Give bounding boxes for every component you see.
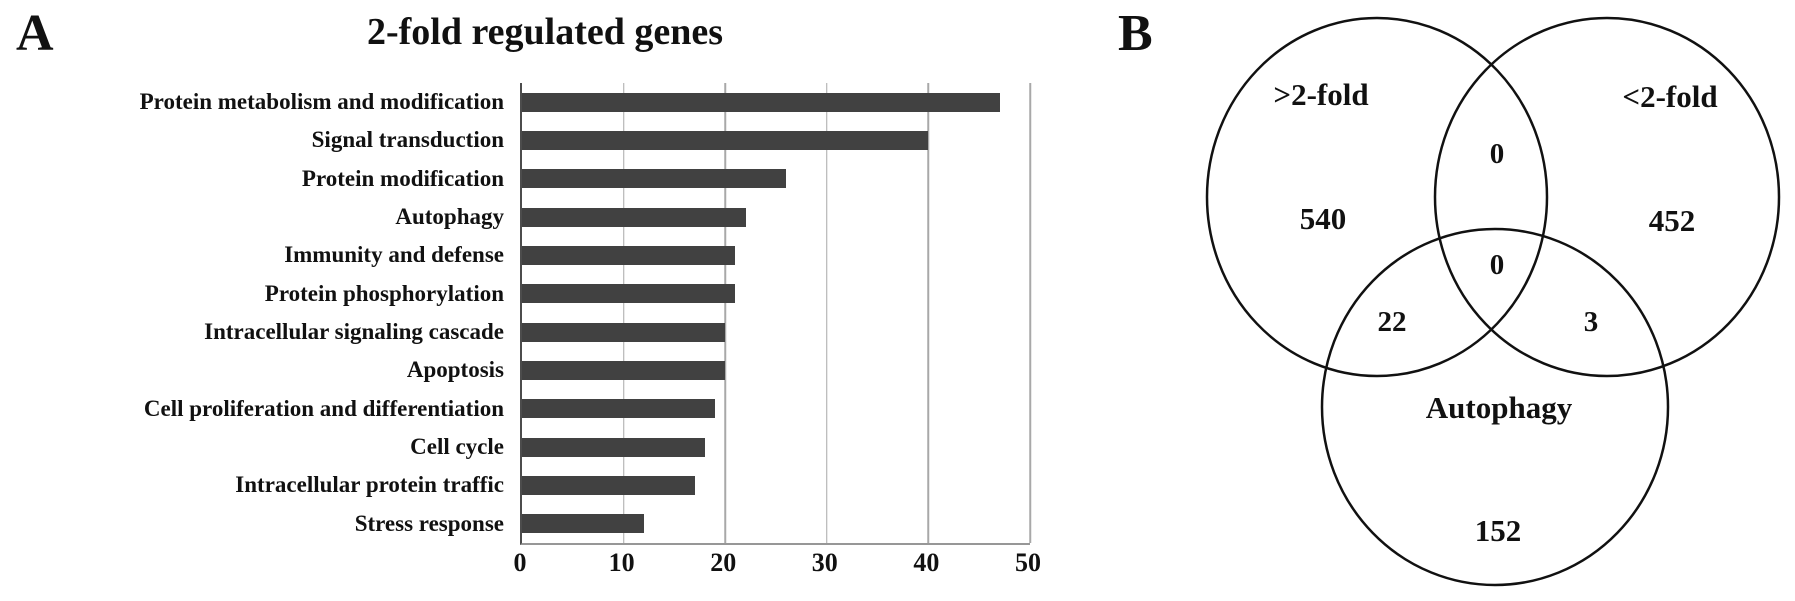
category-label: Intracellular signaling cascade xyxy=(204,319,504,345)
gridline xyxy=(826,83,828,543)
gridline xyxy=(927,83,930,543)
bar xyxy=(522,207,746,227)
venn-count-gt2-autophagy: 22 xyxy=(1378,306,1407,338)
category-labels: Protein metabolism and modification Signa… xyxy=(0,83,508,543)
bar xyxy=(522,437,705,457)
venn-count-autophagy-only: 152 xyxy=(1475,513,1522,548)
x-axis-tick-label: 50 xyxy=(1015,548,1041,577)
category-label: Immunity and defense xyxy=(284,242,504,268)
x-axis-tick-label: 0 xyxy=(513,548,527,577)
category-label: Apoptosis xyxy=(406,357,504,383)
category-label: Autophagy xyxy=(395,204,504,230)
bar xyxy=(522,246,736,265)
bar xyxy=(522,284,736,304)
venn-diagram: >2-fold <2-fold Autophagy 540 452 152 0 … xyxy=(1205,16,1781,587)
category-label: Stress response xyxy=(354,510,504,536)
x-axis: 0 10 20 30 40 50 xyxy=(514,548,1042,580)
panel-a-label: A xyxy=(16,5,54,62)
chart-title: 2-fold regulated genes xyxy=(366,11,724,53)
venn-count-gt2fold-only: 540 xyxy=(1300,201,1347,236)
x-axis-tick-label: 10 xyxy=(608,548,635,577)
bar xyxy=(522,361,726,380)
bar xyxy=(522,169,787,189)
bar xyxy=(522,514,644,534)
category-label: Cell cycle xyxy=(410,434,504,460)
category-label: Intracellular protein traffic xyxy=(235,472,504,498)
venn-count-lt2-autophagy: 3 xyxy=(1584,306,1599,338)
venn-label-lt2fold: <2-fold xyxy=(1622,79,1717,114)
category-label: Cell proliferation and differentiation xyxy=(143,395,504,421)
venn-count-triple: 0 xyxy=(1490,249,1505,281)
venn-label-autophagy: Autophagy xyxy=(1426,390,1573,425)
bar xyxy=(522,399,716,419)
panel-b-label: B xyxy=(1118,5,1153,62)
category-label: Signal transduction xyxy=(311,127,504,153)
venn-circle-gt2fold xyxy=(1205,16,1549,378)
venn-label-gt2fold: >2-fold xyxy=(1273,77,1368,112)
x-axis-tick-label: 20 xyxy=(710,548,737,577)
venn-count-gt2-lt2: 0 xyxy=(1490,138,1505,170)
venn-circle-lt2fold xyxy=(1433,16,1781,378)
venn-count-lt2fold-only: 452 xyxy=(1649,203,1696,238)
category-label: Protein metabolism and modification xyxy=(139,89,504,115)
category-label: Protein phosphorylation xyxy=(264,280,504,306)
bar xyxy=(522,131,929,150)
gridline xyxy=(1029,83,1031,543)
x-axis-tick-label: 40 xyxy=(913,548,940,577)
bar xyxy=(522,322,726,342)
bar xyxy=(522,476,695,495)
x-axis-tick-label: 30 xyxy=(811,548,838,577)
bar xyxy=(522,92,1000,112)
venn-circle-autophagy xyxy=(1320,227,1670,587)
chart-plot-area xyxy=(520,83,1031,545)
category-label: Protein modification xyxy=(301,165,504,191)
gridline xyxy=(622,83,625,543)
gridline xyxy=(724,83,726,543)
